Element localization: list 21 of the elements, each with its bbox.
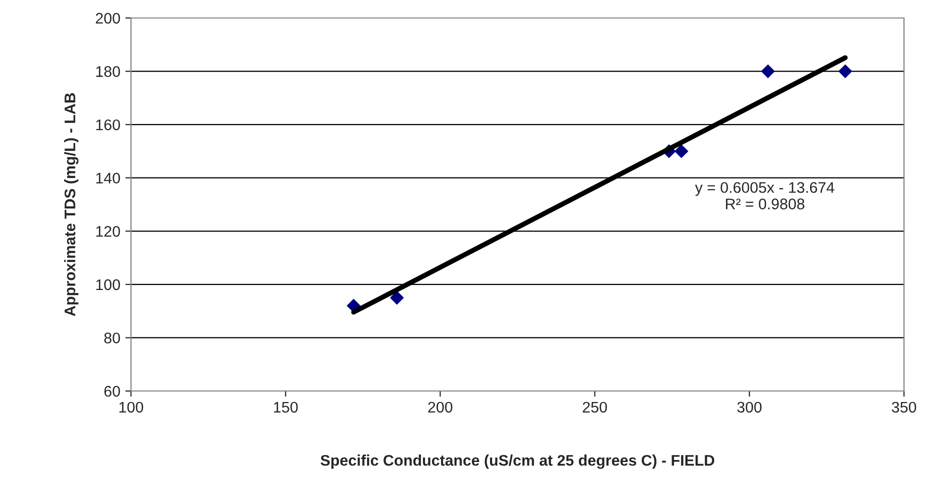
x-tick-label: 200 — [428, 402, 452, 413]
y-tick-label: 160 — [96, 119, 120, 130]
y-tick-label: 120 — [96, 226, 120, 237]
point — [838, 64, 852, 78]
x-axis-title: Specific Conductance (uS/cm at 25 degrees C) - FIELD — [320, 454, 714, 469]
y-tick-label: 140 — [96, 172, 120, 184]
x-tick-label: 250 — [582, 402, 607, 413]
y-axis-title: Approximate TDS (mg/L) - LAB — [64, 93, 78, 316]
point — [390, 290, 404, 305]
x-tick-label: 100 — [119, 402, 144, 413]
y-tick-label: 80 — [104, 332, 120, 344]
y-tick-label: 180 — [96, 66, 120, 77]
x-tick-label: 350 — [892, 402, 916, 413]
point — [674, 144, 688, 158]
point — [761, 64, 775, 78]
y-tick-label: 100 — [96, 279, 120, 290]
x-tick-label: 150 — [274, 402, 298, 413]
y-tick-label: 60 — [104, 386, 120, 397]
x-tick-label: 300 — [737, 402, 762, 413]
y-tick-label: 200 — [96, 12, 120, 24]
annotation: y = 0.6005x - 13.674 R² = 0.9808 — [695, 182, 834, 210]
